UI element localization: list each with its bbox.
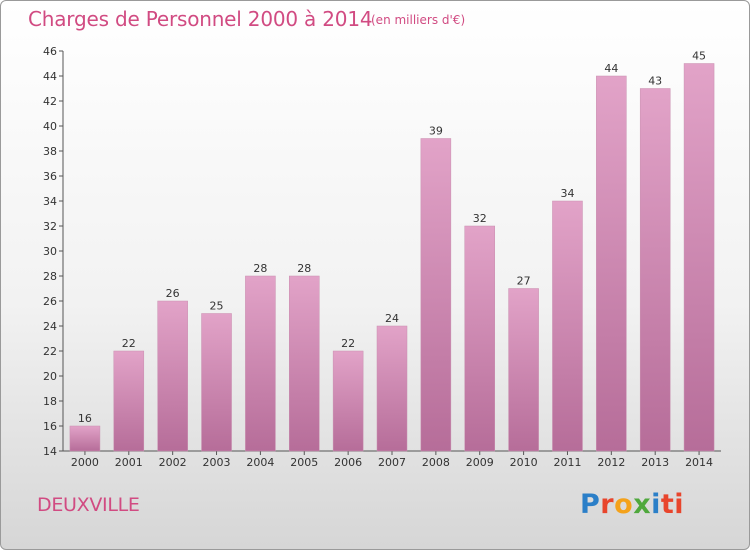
value-label: 22 [122,337,136,350]
y-tick-label: 46 [43,45,57,58]
bar [596,75,627,452]
y-tick-label: 24 [43,320,57,333]
y-tick-label: 14 [43,445,57,458]
y-tick-label: 38 [43,145,57,158]
y-tick-label: 36 [43,170,57,183]
bar [332,350,364,452]
value-label: 34 [560,187,574,200]
chart-title: Charges de Personnel 2000 à 2014 [28,7,373,31]
y-tick-label: 18 [43,395,57,408]
value-label: 24 [385,312,399,325]
chart-subtitle: (en milliers d'€) [371,13,466,27]
proxiti-logo: Proxiti [580,489,685,520]
bar [683,63,715,452]
bar [113,350,145,452]
x-tick-label: 2007 [378,456,406,469]
x-tick-label: 2013 [641,456,669,469]
bar [639,88,671,452]
bar [201,313,232,452]
x-tick-label: 2001 [115,456,143,469]
y-tick-label: 22 [43,345,57,358]
value-label: 32 [473,212,487,225]
value-label: 25 [210,300,224,313]
bar [552,200,583,452]
y-tick-label: 32 [43,220,57,233]
bar [420,138,452,452]
y-tick-label: 30 [43,245,57,258]
x-tick-label: 2000 [71,456,99,469]
value-label: 45 [692,50,706,63]
x-tick-label: 2011 [553,456,581,469]
x-tick-label: 2005 [290,456,318,469]
y-tick-label: 16 [43,420,57,433]
value-label: 22 [341,337,355,350]
x-tick-label: 2010 [510,456,538,469]
x-tick-label: 2002 [159,456,187,469]
chart-value-labels: 16 22 26 25 28 28 22 24 39 32 27 34 44 43 45 [78,50,706,426]
bar [245,275,276,452]
y-tick-label: 26 [43,295,57,308]
value-label: 26 [166,287,180,300]
y-tick-label: 34 [43,195,57,208]
bar [157,300,188,452]
bar [289,275,320,452]
x-tick-label: 2006 [334,456,362,469]
value-label: 44 [604,62,618,75]
value-label: 27 [517,275,531,288]
y-tick-label: 42 [43,95,57,108]
y-tick-label: 28 [43,270,57,283]
value-label: 43 [648,75,662,88]
y-tick-label: 44 [43,70,57,83]
x-tick-label: 2012 [597,456,625,469]
x-tick-label: 2009 [466,456,494,469]
chart-bars [69,63,715,452]
x-tick-label: 2008 [422,456,450,469]
bar [464,225,495,452]
x-tick-label: 2003 [203,456,231,469]
value-label: 16 [78,412,92,425]
value-label: 28 [253,262,267,275]
y-tick-label: 20 [43,370,57,383]
chart-axes: 14 16 18 20 22 24 26 28 30 32 34 36 38 40 42 44 46 2000 20… [43,45,721,469]
x-tick-label: 2014 [685,456,713,469]
value-label: 39 [429,125,443,138]
commune-name: DEUXVILLE [37,494,140,516]
bar [508,288,539,452]
y-tick-label: 40 [43,120,57,133]
bar [376,325,408,452]
bar [69,425,101,452]
value-label: 28 [297,262,311,275]
x-tick-label: 2004 [246,456,274,469]
